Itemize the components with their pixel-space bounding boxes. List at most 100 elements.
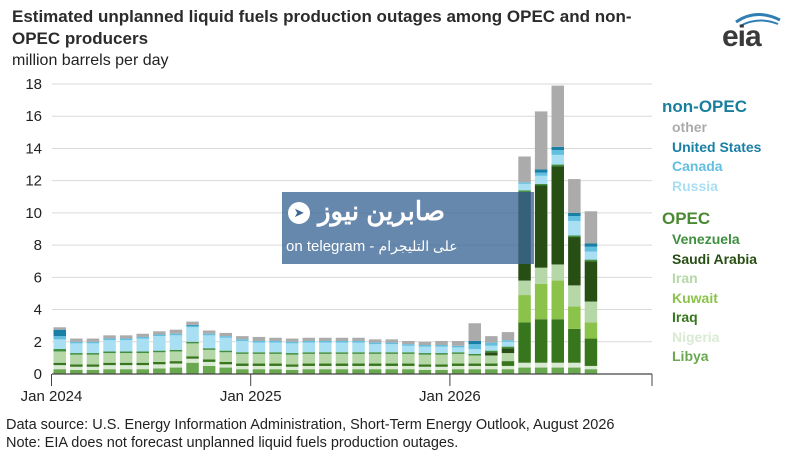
bar-segment-saudi-arabia [534, 185, 548, 268]
watermark-telegram-text: on telegram - [286, 238, 379, 255]
y-tick-label: 18 [25, 76, 42, 93]
bar-segment-russia [103, 340, 116, 352]
bar-segment-iran [418, 354, 432, 365]
bar-segment-russia [534, 175, 548, 184]
x-tick-label: Jan 2024 [21, 388, 83, 405]
bar-segment-libya [86, 369, 100, 374]
y-tick-label: 16 [25, 108, 42, 125]
bar-segment-saudi-arabia [584, 261, 598, 302]
legend-item-saudi-arabia: Saudi Arabia [672, 250, 758, 267]
bar-segment-iran [319, 353, 332, 364]
logo-text: eia [722, 20, 762, 53]
bar-segment-nigeria [584, 365, 598, 370]
bar-segment-russia [252, 342, 266, 353]
bar-segment-libya [468, 369, 481, 374]
bar-segment-united-states [551, 146, 564, 151]
bar-segment-other [534, 111, 548, 170]
bar-segment-other [485, 336, 498, 343]
bar-segment-iran [119, 353, 133, 363]
bar-segment-venezuela [468, 353, 481, 356]
bar-segment-venezuela [202, 348, 216, 350]
bar-segment-iraq [53, 362, 66, 366]
bar-segment-iran [551, 264, 564, 281]
bar-segment-iraq [86, 364, 100, 367]
bar-segment-nigeria [136, 365, 149, 370]
bar-segment-united-states [534, 169, 548, 173]
watermark-banner: ➤ صابرين نيوز on telegram - على التليجرا… [282, 192, 534, 264]
bar-segment-venezuela [435, 353, 448, 355]
bar-segment-venezuela [70, 353, 83, 355]
x-tick-label: Jan 2025 [220, 388, 282, 405]
legend-item-libya: Libya [672, 348, 709, 364]
bar-segment-venezuela [534, 183, 548, 186]
bar-segment-kuwait [584, 322, 598, 339]
bar-segment-russia [70, 343, 83, 354]
bar-segment-libya [518, 367, 531, 374]
bar-segment-kuwait [534, 283, 548, 320]
bar-segment-nigeria [485, 365, 498, 370]
bar-segment-iraq [501, 361, 515, 366]
bar-segment-canada [551, 150, 564, 155]
bar-segment-libya [169, 367, 183, 374]
watermark-telegram-arabic: على التليجرام [378, 238, 458, 254]
bar-segment-venezuela [501, 346, 515, 349]
bar-segment-venezuela [186, 341, 199, 344]
bar-segment-iran [219, 352, 232, 362]
bar-segment-other [518, 156, 531, 183]
bar-segment-nigeria [385, 365, 398, 370]
legend-item-venezuela: Venezuela [672, 231, 740, 247]
bar-segment-nigeria [451, 365, 465, 370]
bar-segment-libya [485, 369, 498, 374]
bar-segment-canada [219, 336, 232, 338]
bar-segment-venezuela [285, 353, 299, 355]
bar-segment-canada [86, 341, 100, 344]
bar-segment-nigeria [169, 363, 183, 368]
bar-segment-iraq [103, 362, 116, 366]
bar-segment-iraq [169, 361, 183, 364]
bar-segment-iran [53, 351, 66, 363]
bar-segment-libya [451, 369, 465, 374]
bar-segment-iran [352, 353, 365, 364]
legend-item-canada: Canada [672, 158, 723, 174]
bar-segment-canada [53, 336, 66, 340]
bar-segment-russia [584, 251, 598, 260]
legend-title-opec: OPEC [662, 209, 711, 228]
bar-segment-other [285, 338, 299, 342]
bar-segment-canada [319, 340, 332, 343]
bar-segment-canada [103, 338, 116, 341]
bar-segment-nigeria [269, 365, 282, 370]
bar-segment-russia [136, 338, 149, 352]
bar-segment-venezuela [485, 350, 498, 353]
bar-segment-libya [136, 369, 149, 374]
bar-segment-nigeria [202, 361, 216, 366]
bar-segment-iran [103, 353, 116, 363]
bar-segment-other [186, 321, 199, 325]
legend-title-nonopec: non-OPEC [662, 97, 747, 116]
bar-segment-canada [302, 340, 315, 343]
bar-segment-nigeria [402, 365, 415, 370]
y-tick-label: 14 [25, 140, 42, 157]
bar-segment-iran [534, 267, 548, 284]
bar-segment-libya [435, 369, 448, 374]
bar-segment-other [153, 331, 166, 335]
bar-segment-other [551, 85, 564, 147]
y-tick-label: 6 [34, 269, 42, 286]
bar-segment-iraq [269, 363, 282, 366]
bar-segment-iraq [534, 319, 548, 363]
bar-segment-nigeria [468, 365, 481, 370]
bar-segment-nigeria [186, 358, 199, 363]
bar-segment-iraq [335, 363, 349, 366]
bar-segment-other [136, 333, 149, 337]
bar-segment-iraq [319, 363, 332, 366]
bar-segment-nigeria [219, 364, 232, 368]
y-tick-label: 10 [25, 205, 42, 222]
bar-segment-united-states [53, 329, 66, 337]
bar-segment-iraq [451, 363, 465, 366]
bar-segment-libya [501, 369, 515, 374]
bar-segment-canada [418, 345, 432, 347]
bar-segment-canada [501, 340, 515, 342]
bar-segment-other [568, 179, 581, 213]
bar-segment-venezuela [551, 164, 564, 167]
bar-segment-iraq [153, 361, 166, 365]
bar-segment-iraq [70, 364, 83, 367]
